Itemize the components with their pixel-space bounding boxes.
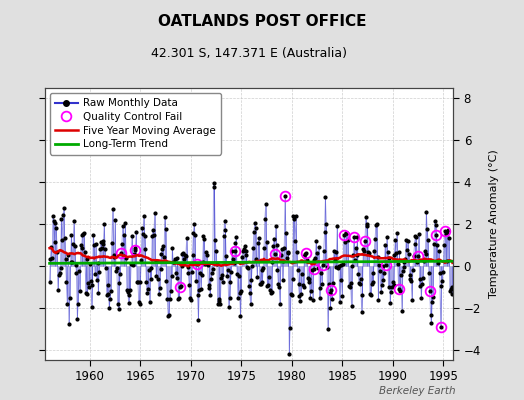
Legend: Raw Monthly Data, Quality Control Fail, Five Year Moving Average, Long-Term Tren: Raw Monthly Data, Quality Control Fail, … [50,93,221,154]
Y-axis label: Temperature Anomaly (°C): Temperature Anomaly (°C) [489,150,499,298]
Title: 42.301 S, 147.371 E (Australia): 42.301 S, 147.371 E (Australia) [151,48,347,60]
Text: Berkeley Earth: Berkeley Earth [379,386,456,396]
Text: OATLANDS POST OFFICE: OATLANDS POST OFFICE [158,14,366,29]
